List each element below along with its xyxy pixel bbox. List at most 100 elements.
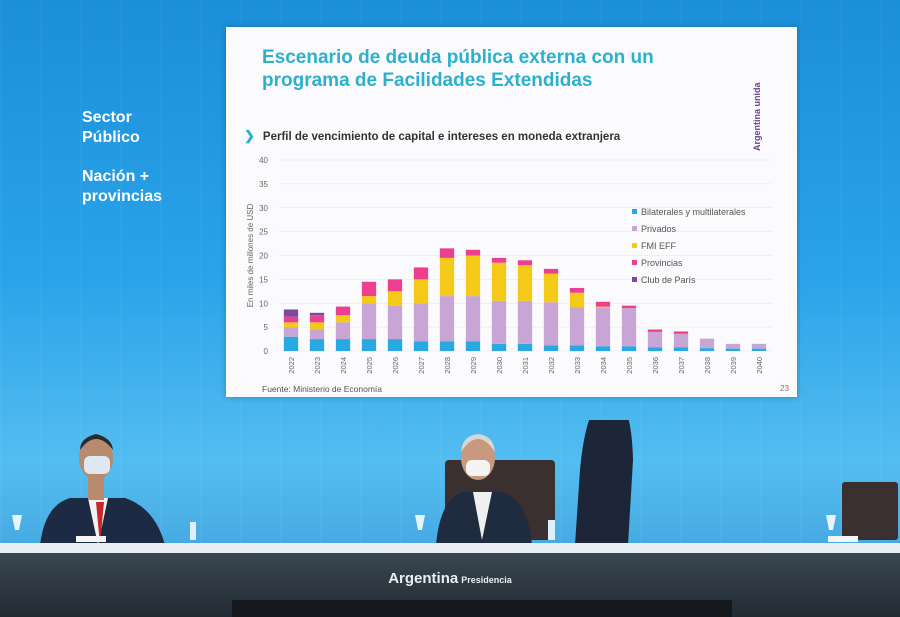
water-glass — [826, 515, 836, 530]
y-tick-label: 30 — [259, 204, 268, 213]
bar-segment — [309, 339, 325, 351]
chart-legend: Bilaterales y multilaterales Privados FMI … — [632, 203, 746, 288]
x-tick-label: 2023 — [313, 357, 322, 374]
bar-segment — [569, 307, 585, 346]
side-line-2: Público — [82, 129, 140, 146]
table-top — [0, 543, 900, 553]
bar-segment — [751, 343, 767, 349]
bar-segment — [387, 305, 403, 340]
legend-label: Bilaterales y multilaterales — [641, 206, 746, 217]
y-tick-label: 0 — [264, 347, 269, 356]
bar-segment — [361, 281, 377, 297]
table-brand: Argentina Presidencia — [0, 570, 900, 587]
presentation-slide: Escenario de deuda pública externa con u… — [226, 27, 797, 397]
bar-segment — [283, 322, 299, 328]
bar-segment — [413, 279, 429, 304]
bar-segment — [647, 331, 663, 348]
bar-segment — [335, 339, 351, 351]
water-glass — [12, 515, 22, 530]
chair — [842, 482, 898, 540]
bar-segment — [439, 248, 455, 258]
bar-segment — [335, 322, 351, 340]
bar-segment — [725, 348, 741, 351]
bar-segment — [569, 345, 585, 351]
bar-segment — [595, 346, 611, 351]
legend-label: Provincias — [641, 257, 683, 268]
legend-swatch — [632, 226, 637, 231]
bar-segment — [387, 279, 403, 292]
bar-segment — [361, 296, 377, 304]
bar-segment — [387, 291, 403, 306]
bar-segment — [699, 338, 715, 349]
bar-segment — [543, 273, 559, 303]
bar-segment — [491, 257, 507, 263]
page-number: 23 — [780, 384, 789, 393]
legend-item: Club de París — [632, 271, 746, 288]
x-tick-label: 2032 — [547, 357, 556, 374]
y-tick-label: 35 — [259, 180, 268, 189]
bar-segment — [595, 306, 611, 309]
name-card — [828, 536, 858, 542]
table-brand-main: Argentina — [388, 570, 459, 587]
y-tick-label: 5 — [264, 323, 269, 332]
x-tick-label: 2037 — [677, 357, 686, 374]
bar-segment — [465, 249, 481, 256]
bar-segment — [699, 348, 715, 351]
bar-segment — [517, 300, 533, 344]
chart-subtitle: ❯ Perfil de vencimiento de capital e inte… — [244, 128, 620, 144]
bar-segment — [309, 315, 325, 323]
x-tick-label: 2027 — [417, 357, 426, 374]
stage-scene — [12, 420, 898, 545]
source-note: Fuente: Ministerio de Economía — [262, 384, 383, 394]
x-tick-label: 2033 — [573, 357, 582, 374]
y-tick-label: 40 — [259, 156, 268, 165]
y-tick-label: 10 — [259, 299, 268, 308]
table-brand-sub: Presidencia — [461, 575, 512, 585]
person-center — [436, 434, 555, 545]
monitor — [232, 600, 732, 617]
bar-segment — [543, 268, 559, 274]
bar-segment — [543, 302, 559, 346]
legend-item: Provincias — [632, 254, 746, 271]
person-left — [40, 434, 165, 545]
bar-segment — [309, 322, 325, 330]
x-tick-label: 2025 — [365, 357, 374, 374]
bar-segment — [647, 329, 663, 332]
water-bottle — [190, 522, 196, 540]
bar-segment — [465, 296, 481, 342]
bar-segment — [439, 257, 455, 297]
bar-segment — [751, 348, 767, 351]
side-line-4: provincias — [82, 188, 163, 205]
bar-segment — [283, 316, 299, 323]
bar-segment — [543, 345, 559, 351]
x-tick-label: 2030 — [495, 357, 504, 374]
legend-swatch — [632, 260, 637, 265]
bar-segment — [283, 327, 299, 337]
side-line-1: Sector — [82, 109, 132, 126]
chart-subtitle-text: Perfil de vencimiento de capital e inter… — [262, 131, 621, 143]
legend-item: Privados — [632, 220, 746, 237]
bar-segment — [283, 309, 299, 317]
y-tick-label: 20 — [259, 252, 268, 261]
x-tick-label: 2029 — [469, 357, 478, 374]
x-tick-label: 2024 — [339, 357, 348, 374]
x-tick-label: 2038 — [703, 357, 712, 374]
bar-segment — [491, 262, 507, 301]
bar-segment — [621, 308, 637, 347]
bar-segment — [439, 341, 455, 351]
legend-label: FMI EFF — [641, 240, 676, 251]
bar-segment — [647, 347, 663, 351]
slide-title: Escenario de deuda pública externa con u… — [262, 46, 722, 92]
bar-segment — [725, 343, 741, 349]
legend-swatch — [632, 277, 637, 282]
bar-segment — [673, 347, 689, 351]
bar-segment — [309, 312, 325, 316]
legend-item: Bilaterales y multilaterales — [632, 203, 746, 220]
x-tick-label: 2034 — [599, 357, 608, 374]
x-tick-label: 2036 — [651, 357, 660, 374]
bar-segment — [621, 346, 637, 351]
x-tick-label: 2026 — [391, 357, 400, 374]
water-glass — [415, 515, 425, 530]
y-tick-label: 15 — [259, 275, 268, 284]
